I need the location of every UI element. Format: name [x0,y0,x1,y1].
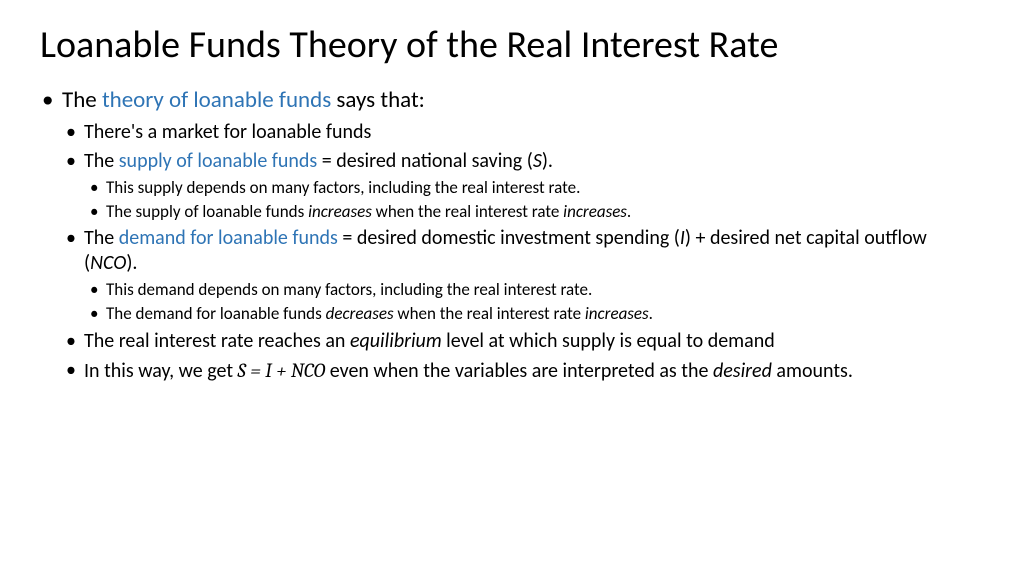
supply-pre: The [84,149,119,173]
demand-detail2: The demand for loanable funds decreases … [84,303,984,324]
demand-bullet: The demand for loanable funds = desired … [62,226,984,325]
supply-term: supply of loanable funds [119,149,318,173]
demand-post3: ). [126,251,137,275]
supply-var: S [533,149,542,173]
eq-a: The real interest rate reaches an [84,329,350,353]
demand-detail1: This demand depends on many factors, inc… [84,279,984,300]
fin-b: even when the variables are interpreted … [325,359,713,383]
fin-d: amounts. [772,359,853,383]
bullet-list-level2: There's a market for loanable funds The … [62,120,984,384]
supply-post2: ). [542,149,553,173]
demand-var2: NCO [90,251,126,275]
eq-c: level at which supply is equal to demand [442,329,775,353]
sub-market: There's a market for loanable funds [62,120,984,145]
intro-pre: The [62,86,102,114]
dd2d: increases [585,303,649,324]
sd2b: increases [308,201,372,222]
fin-c: desired [713,359,772,383]
final-bullet: In this way, we get S = I + NCO even whe… [62,358,984,384]
sd2c: when the real interest rate [372,201,563,222]
equilibrium-bullet: The real interest rate reaches an equili… [62,329,984,354]
eq-b: equilibrium [350,329,442,353]
sd2d: increases [563,201,627,222]
dd2c: when the real interest rate [394,303,585,324]
demand-post1: = desired domestic investment spending ( [338,226,680,250]
intro-bullet: The theory of loanable funds says that: … [40,86,984,384]
demand-term: demand for loanable funds [119,226,338,250]
supply-detail2: The supply of loanable funds increases w… [84,201,984,222]
supply-detail1: This supply depends on many factors, inc… [84,177,984,198]
dd2a: The demand for loanable funds [106,303,326,324]
sd2a: The supply of loanable funds [106,201,308,222]
bullet-list-level3: This supply depends on many factors, inc… [84,177,984,223]
fin-eq: S = I + NCO [238,359,326,382]
intro-term: theory of loanable funds [102,86,331,114]
fin-a: In this way, we get [84,359,238,383]
demand-pre: The [84,226,119,250]
supply-post1: = desired national saving ( [317,149,533,173]
bullet-list-level3b: This demand depends on many factors, inc… [84,279,984,325]
intro-post: says that: [331,86,425,114]
dd2e: . [649,303,653,324]
supply-bullet: The supply of loanable funds = desired n… [62,149,984,223]
slide-title: Loanable Funds Theory of the Real Intere… [40,24,984,68]
dd2b: decreases [326,303,394,324]
bullet-list-level1: The theory of loanable funds says that: … [40,86,984,384]
sd2e: . [627,201,631,222]
